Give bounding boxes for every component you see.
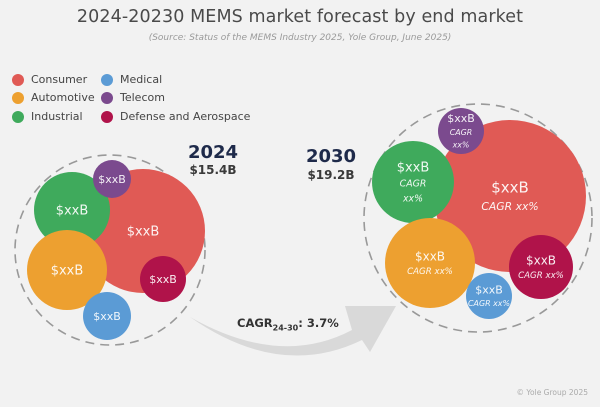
bubble-cagr-label: xx% <box>452 141 470 150</box>
bubble-value-label: $xxB <box>127 225 160 240</box>
legend-item-industrial: Industrial <box>12 110 83 123</box>
legend-dot-industrial <box>12 110 24 123</box>
legend-item-automotive: Automotive <box>12 91 95 104</box>
bubble-cagr-label: CAGR <box>450 128 473 137</box>
bubble-cagr-label: CAGR xx% <box>468 299 510 308</box>
bubble-cagr-label: CAGR xx% <box>481 200 538 213</box>
bubble-cagr-label: xx% <box>402 194 423 205</box>
bubble-value-label: $xxB <box>475 284 503 297</box>
bubble-value-label: $xxB <box>526 253 556 267</box>
bubble-defense-and-aerospace <box>140 256 186 302</box>
bubble-industrial <box>34 172 110 248</box>
source-subtitle: (Source: Status of the MEMS Industry 202… <box>148 33 452 43</box>
bubbles-2030: $xxB CAGR xx% $xxB CAGR xx% $xxB CAGR xx% $xxB CA… <box>363 103 593 333</box>
bubble-value-label: $xxB <box>149 273 177 286</box>
dashed-total-outline <box>14 154 206 346</box>
legend-dot-telecom <box>101 91 113 104</box>
legend-label: Industrial <box>31 110 83 123</box>
bubble-telecom <box>438 108 484 154</box>
bubble-value-label: $xxB <box>93 310 121 323</box>
bubble-value-label: $xxB <box>56 204 89 219</box>
bubble-value-label: $xxB <box>397 161 430 176</box>
growth-arrow-icon <box>190 306 396 356</box>
bubble-consumer <box>434 120 586 272</box>
dashed-total-outline <box>363 103 593 333</box>
bubble-medical <box>466 273 512 319</box>
bubble-industrial <box>372 141 454 223</box>
legend-dot-automotive <box>12 91 24 104</box>
bubble-medical <box>83 292 131 340</box>
legend-label: Telecom <box>120 91 165 104</box>
bubble-value-label: $xxB <box>98 173 126 186</box>
bubble-value-label: $xxB <box>415 249 445 263</box>
bubble-cagr-label: CAGR xx% <box>407 267 453 277</box>
bubble-automotive <box>385 218 475 308</box>
total-2030: $19.2B <box>307 168 355 182</box>
bubble-value-label: $xxB <box>447 112 475 125</box>
overall-cagr-label: CAGR24-30: 3.7% <box>237 316 339 332</box>
legend-label: Medical <box>120 73 163 86</box>
legend-dot-medical <box>101 73 113 86</box>
bubble-telecom <box>93 160 131 198</box>
cagr-value: : 3.7% <box>298 316 339 330</box>
year-2030: 2030 <box>305 146 357 167</box>
legend-dot-defense <box>101 110 113 123</box>
legend-label: Defense and Aerospace <box>120 110 251 123</box>
cagr-prefix: CAGR <box>237 316 273 330</box>
bubble-value-label: $xxB <box>491 179 529 197</box>
copyright: © Yole Group 2025 <box>516 388 588 397</box>
legend-item-telecom: Telecom <box>101 91 165 104</box>
page-title: 2024-20230 MEMS market forecast by end m… <box>76 7 524 27</box>
bubbles-2024: $xxB $xxB $xxB $xxB $xxB $xxB <box>14 154 206 346</box>
cagr-period: 24-30 <box>272 323 299 333</box>
legend-label: Consumer <box>31 73 88 86</box>
bubble-cagr-label: CAGR xx% <box>518 271 564 281</box>
legend-dot-consumer <box>12 73 24 86</box>
bubble-defense-and-aerospace <box>509 235 573 299</box>
bubble-value-label: $xxB <box>51 264 84 279</box>
bubble-automotive <box>27 230 107 310</box>
legend-label: Automotive <box>31 91 95 104</box>
total-2024: $15.4B <box>189 163 237 177</box>
bubble-cagr-label: CAGR <box>400 179 427 190</box>
legend-item-consumer: Consumer <box>12 73 87 86</box>
legend-item-medical: Medical <box>101 73 162 86</box>
year-2024: 2024 <box>187 142 239 163</box>
legend-item-defense: Defense and Aerospace <box>101 110 250 123</box>
